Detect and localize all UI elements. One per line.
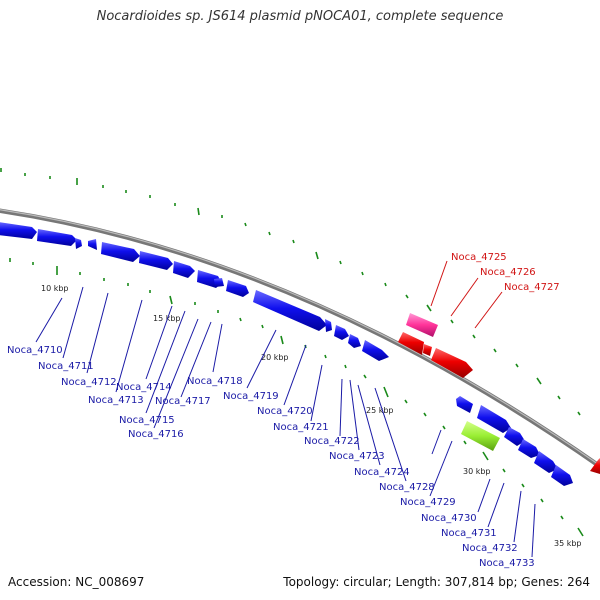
- accession-text: Accession: NC_008697: [8, 575, 145, 589]
- scale-label-20kbp: 20 kbp: [261, 353, 289, 362]
- reverse-gene-arrow[interactable]: [431, 348, 473, 378]
- gene-arrow[interactable]: [173, 261, 195, 278]
- gene-label[interactable]: Noca_4723: [329, 451, 385, 462]
- scale-label-25kbp: 25 kbp: [366, 406, 394, 415]
- reverse-gene-arrow[interactable]: [590, 458, 600, 474]
- gene-arrow[interactable]: [88, 239, 97, 250]
- gene-label[interactable]: Noca_4714: [116, 382, 172, 393]
- gene-label[interactable]: Noca_4718: [187, 376, 243, 387]
- trna-feature[interactable]: [406, 313, 438, 337]
- gene-arrow[interactable]: [504, 427, 525, 446]
- gene-arrow[interactable]: [75, 238, 82, 249]
- gene-arrow[interactable]: [534, 451, 558, 473]
- reverse-gene-arrow[interactable]: [398, 332, 424, 355]
- gene-label[interactable]: Noca_4717: [155, 396, 211, 407]
- gene-arrow[interactable]: [551, 465, 573, 486]
- gene-label[interactable]: Noca_4711: [38, 361, 94, 372]
- gene-label[interactable]: Noca_4720: [257, 406, 313, 417]
- gene-label[interactable]: Noca_4722: [304, 436, 360, 447]
- gene-label[interactable]: Noca_4724: [354, 467, 410, 478]
- gene-arrow[interactable]: [0, 222, 37, 239]
- gene-arrow[interactable]: [37, 229, 77, 246]
- forward-genes: [0, 222, 573, 486]
- gene-label[interactable]: Noca_4732: [462, 543, 518, 554]
- red-leader-lines: [430, 260, 503, 329]
- gene-arrow[interactable]: [334, 325, 349, 340]
- backbone-circle: [0, 208, 600, 470]
- gene-label[interactable]: Noca_4715: [119, 415, 175, 426]
- reverse-gene-arrow[interactable]: [423, 344, 432, 356]
- gene-label[interactable]: Noca_4712: [61, 377, 117, 388]
- gene-arrow[interactable]: [362, 340, 389, 361]
- scale-label-35kbp: 35 kbp: [554, 539, 582, 548]
- gene-arrow[interactable]: [226, 280, 249, 297]
- gene-label[interactable]: Noca_4726: [480, 267, 536, 278]
- gene-arrow[interactable]: [477, 405, 511, 433]
- gene-label[interactable]: Noca_4719: [223, 391, 279, 402]
- gene-arrow[interactable]: [101, 242, 140, 262]
- gene-label[interactable]: Noca_4713: [88, 395, 144, 406]
- scale-label-30kbp: 30 kbp: [463, 467, 491, 476]
- blue-leader-lines: [35, 286, 536, 558]
- gene-label[interactable]: Noca_4729: [400, 497, 456, 508]
- gene-label[interactable]: Noca_4730: [421, 513, 477, 524]
- gene-arrow[interactable]: [348, 334, 361, 348]
- backbone-highlight: [0, 209, 600, 467]
- gene-label[interactable]: Noca_4725: [451, 252, 507, 263]
- gene-arrow[interactable]: [214, 278, 224, 287]
- gene-label[interactable]: Noca_4721: [273, 422, 329, 433]
- rrna-feature[interactable]: [461, 421, 500, 451]
- gene-label[interactable]: Noca_4727: [504, 282, 560, 293]
- gene-arrow[interactable]: [456, 396, 473, 413]
- map-title: Nocardioides sp. JS614 plasmid pNOCA01, …: [96, 9, 504, 24]
- gene-label[interactable]: Noca_4733: [479, 558, 535, 569]
- gene-label[interactable]: Noca_4716: [128, 429, 184, 440]
- gene-arrow[interactable]: [325, 319, 332, 332]
- outer-tick-ring: [0, 168, 581, 416]
- gene-arrow[interactable]: [518, 439, 540, 458]
- gene-label[interactable]: Noca_4731: [441, 528, 497, 539]
- gene-label[interactable]: Noca_4728: [379, 482, 435, 493]
- topology-text: Topology: circular; Length: 307,814 bp; …: [283, 575, 590, 589]
- scale-label-15kbp: 15 kbp: [153, 314, 181, 323]
- scale-label-10kbp: 10 kbp: [41, 284, 69, 293]
- inner-tick-ring: [9, 258, 584, 537]
- gene-arrow[interactable]: [139, 251, 173, 270]
- gene-label[interactable]: Noca_4710: [7, 345, 63, 356]
- gene-arrow[interactable]: [253, 290, 327, 331]
